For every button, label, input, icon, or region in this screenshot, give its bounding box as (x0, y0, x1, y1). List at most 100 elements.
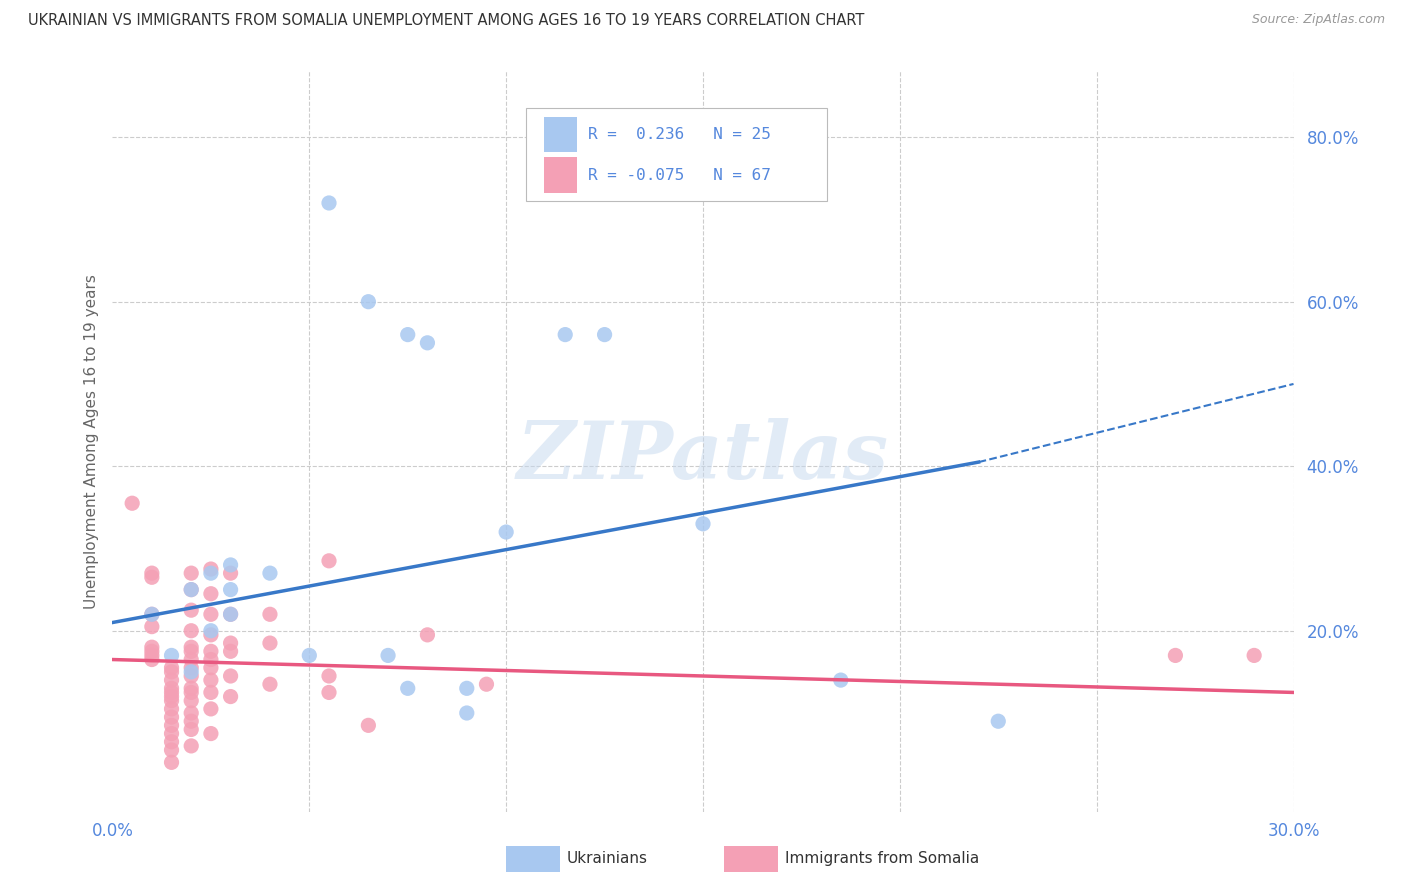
Point (396, 327, 419, 342)
Point (180, 661, 202, 675)
Point (219, 669, 242, 683)
Point (692, 516, 714, 531)
Point (141, 644, 163, 658)
Point (200, 562, 222, 576)
Point (259, 677, 281, 691)
FancyBboxPatch shape (544, 157, 576, 193)
Point (180, 566, 202, 581)
Point (141, 607, 163, 622)
Point (416, 628, 439, 642)
Point (160, 726, 183, 740)
Point (298, 648, 321, 663)
Point (160, 710, 183, 724)
Point (180, 582, 202, 597)
Point (160, 743, 183, 757)
Point (593, 327, 616, 342)
Point (987, 714, 1010, 729)
Point (219, 607, 242, 622)
Point (200, 652, 222, 666)
Point (160, 661, 183, 675)
Point (141, 607, 163, 622)
Point (180, 603, 202, 617)
Point (160, 681, 183, 696)
Text: Source: ZipAtlas.com: Source: ZipAtlas.com (1251, 13, 1385, 27)
Point (180, 665, 202, 679)
Point (160, 648, 183, 663)
Text: ZIPatlas: ZIPatlas (517, 417, 889, 495)
Point (141, 648, 163, 663)
Point (259, 607, 281, 622)
Point (554, 327, 576, 342)
Point (160, 735, 183, 749)
Text: R =  0.236   N = 25: R = 0.236 N = 25 (589, 127, 772, 142)
Point (357, 294, 380, 309)
Point (200, 587, 222, 601)
Point (160, 694, 183, 708)
Point (830, 673, 852, 687)
Point (141, 570, 163, 584)
Text: Ukrainians: Ukrainians (567, 852, 648, 866)
Point (180, 669, 202, 683)
Point (318, 554, 340, 568)
Point (200, 726, 222, 740)
Point (180, 706, 202, 720)
Point (200, 566, 222, 581)
Point (219, 644, 242, 658)
Point (219, 636, 242, 650)
Point (180, 624, 202, 638)
Point (200, 661, 222, 675)
Point (200, 607, 222, 622)
Point (200, 673, 222, 687)
FancyBboxPatch shape (544, 117, 576, 152)
Point (219, 582, 242, 597)
Point (160, 756, 183, 770)
Text: UKRAINIAN VS IMMIGRANTS FROM SOMALIA UNEMPLOYMENT AMONG AGES 16 TO 19 YEARS CORR: UKRAINIAN VS IMMIGRANTS FROM SOMALIA UNE… (28, 13, 865, 29)
Point (456, 681, 478, 696)
Point (200, 702, 222, 716)
Y-axis label: Unemployment Among Ages 16 to 19 years: Unemployment Among Ages 16 to 19 years (83, 274, 98, 609)
Point (1243, 648, 1265, 663)
Point (180, 723, 202, 737)
Point (160, 718, 183, 732)
Point (318, 685, 340, 699)
Point (180, 640, 202, 655)
Point (475, 677, 498, 691)
Point (141, 566, 163, 581)
Point (318, 196, 340, 211)
Point (200, 624, 222, 638)
Point (357, 718, 380, 732)
Point (259, 566, 281, 581)
Point (219, 607, 242, 622)
Point (160, 673, 183, 687)
Point (121, 496, 143, 510)
Point (160, 665, 183, 679)
Point (180, 681, 202, 696)
Point (200, 644, 222, 658)
Point (160, 685, 183, 699)
Point (200, 628, 222, 642)
Text: Immigrants from Somalia: Immigrants from Somalia (785, 852, 979, 866)
Point (180, 714, 202, 729)
Point (180, 685, 202, 699)
Point (416, 335, 439, 350)
Point (160, 702, 183, 716)
Point (219, 690, 242, 704)
Point (377, 648, 399, 663)
Point (180, 739, 202, 753)
Text: R = -0.075   N = 67: R = -0.075 N = 67 (589, 168, 772, 183)
Point (456, 706, 478, 720)
Point (200, 685, 222, 699)
Point (141, 652, 163, 666)
Point (396, 681, 419, 696)
Point (219, 558, 242, 572)
Point (180, 694, 202, 708)
Point (495, 524, 517, 539)
Point (219, 566, 242, 581)
Point (180, 582, 202, 597)
Point (1164, 648, 1187, 663)
Point (141, 640, 163, 655)
FancyBboxPatch shape (526, 109, 827, 201)
Point (160, 690, 183, 704)
Point (180, 652, 202, 666)
Point (141, 619, 163, 633)
